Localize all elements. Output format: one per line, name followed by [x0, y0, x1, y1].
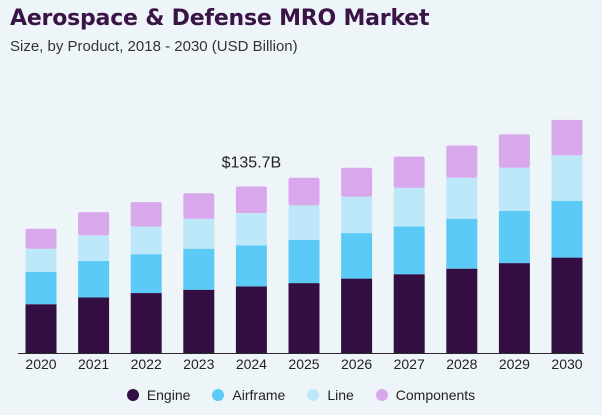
- bar-airframe-2028: [446, 218, 478, 269]
- chart-title: Aerospace & Defense MRO Market: [10, 6, 430, 31]
- bar-components-2028: [446, 145, 478, 178]
- legend-swatch-line: [307, 389, 320, 401]
- x-tick-label-2021: 2021: [78, 356, 109, 372]
- bar-engine-2020: [25, 304, 57, 353]
- bar-engine-2028: [446, 268, 478, 353]
- bar-engine-2023: [183, 289, 215, 353]
- bar-airframe-2029: [498, 210, 530, 264]
- bar-airframe-2020: [25, 272, 57, 305]
- bar-airframe-2025: [288, 239, 320, 284]
- bar-engine-2030: [551, 257, 583, 353]
- bar-airframe-2022: [130, 254, 162, 293]
- bar-components-2024: [235, 186, 267, 214]
- bar-line-2024: [235, 213, 267, 246]
- bar-line-2028: [446, 177, 478, 219]
- legend-item-airframe: Airframe: [212, 387, 285, 403]
- bar-components-2022: [130, 202, 162, 227]
- legend-label-components: Components: [395, 387, 476, 403]
- bar-engine-2026: [341, 278, 373, 353]
- bar-line-2030: [551, 155, 583, 201]
- bar-airframe-2030: [551, 201, 583, 258]
- x-tick-label-2023: 2023: [183, 356, 214, 372]
- legend-item-components: Components: [375, 387, 476, 403]
- bar-line-2026: [341, 196, 373, 234]
- x-tick-label-2030: 2030: [551, 356, 582, 372]
- bar-engine-2021: [78, 297, 110, 353]
- legend: Engine Airframe Line Components: [0, 387, 602, 403]
- bar-components-2027: [393, 156, 425, 188]
- x-tick-label-2027: 2027: [394, 356, 425, 372]
- x-tick-label-2029: 2029: [499, 356, 530, 372]
- bar-engine-2027: [393, 274, 425, 353]
- bar-engine-2024: [235, 286, 267, 353]
- bar-line-2029: [498, 167, 530, 211]
- bar-airframe-2027: [393, 226, 425, 275]
- bar-components-2025: [288, 177, 320, 206]
- bar-components-2021: [78, 212, 110, 236]
- bar-components-2023: [183, 193, 215, 219]
- bar-airframe-2023: [183, 248, 215, 290]
- bar-line-2027: [393, 187, 425, 227]
- bar-components-2030: [551, 119, 583, 156]
- legend-label-engine: Engine: [146, 387, 191, 403]
- bar-line-2020: [25, 248, 57, 272]
- data-label-2024: $135.7B: [222, 155, 282, 172]
- bar-line-2025: [288, 205, 320, 240]
- legend-item-line: Line: [307, 387, 354, 403]
- bar-line-2022: [130, 226, 162, 255]
- bar-line-2023: [183, 218, 215, 249]
- bar-components-2026: [341, 167, 373, 197]
- stacked-bar-chart: 2020 2021 2022 2023 2024 2025 2026 2027 2028 2029…: [18, 119, 584, 372]
- x-tick-label-2024: 2024: [236, 356, 267, 372]
- x-tick-label-2026: 2026: [341, 356, 372, 372]
- legend-swatch-engine: [126, 389, 139, 401]
- legend-item-engine: Engine: [126, 387, 191, 403]
- x-tick-label-2025: 2025: [288, 356, 319, 372]
- x-tick-label-2028: 2028: [446, 356, 477, 372]
- bar-engine-2022: [130, 293, 162, 353]
- legend-swatch-components: [375, 389, 388, 401]
- bar-airframe-2024: [235, 245, 267, 287]
- legend-label-line: Line: [327, 387, 354, 403]
- bar-airframe-2021: [78, 260, 110, 298]
- legend-swatch-airframe: [212, 389, 225, 401]
- bar-line-2021: [78, 235, 110, 261]
- bar-engine-2029: [498, 263, 530, 353]
- x-tick-label-2022: 2022: [131, 356, 162, 372]
- bar-airframe-2026: [341, 233, 373, 279]
- bar-components-2020: [25, 228, 57, 249]
- legend-label-airframe: Airframe: [232, 387, 286, 403]
- bar-components-2029: [498, 134, 530, 168]
- bar-engine-2025: [288, 283, 320, 353]
- chart-subtitle: Size, by Product, 2018 - 2030 (USD Billi…: [10, 38, 298, 55]
- x-tick-label-2020: 2020: [25, 356, 56, 372]
